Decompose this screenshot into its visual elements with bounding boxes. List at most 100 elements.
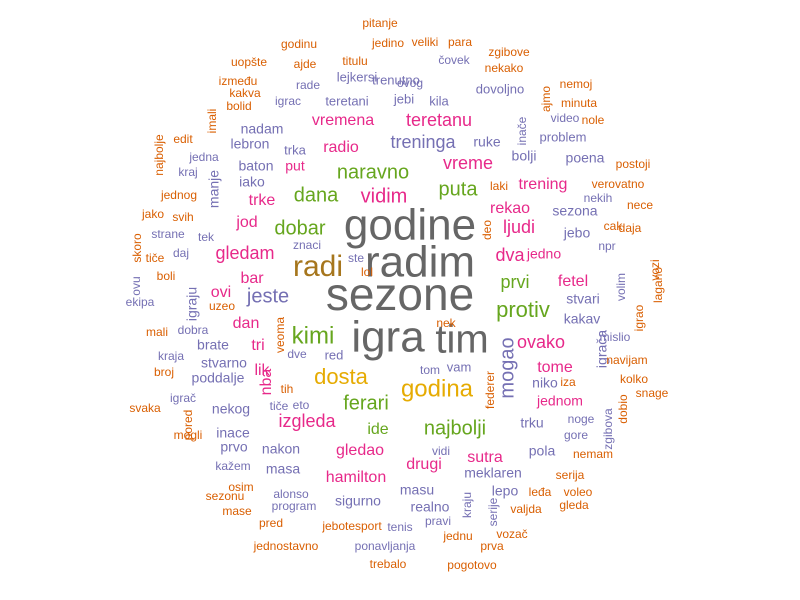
cloud-word: fetel [558, 273, 588, 290]
cloud-word: put [285, 158, 305, 174]
cloud-word: skoro [130, 233, 144, 263]
cloud-word: nekih [584, 191, 613, 205]
cloud-word: cak [604, 219, 624, 233]
cloud-word: igraju [184, 287, 200, 321]
cloud-word: vidim [361, 185, 408, 207]
cloud-word: stvarno [201, 355, 247, 371]
cloud-word: sutra [467, 449, 503, 466]
cloud-word: niko [532, 375, 558, 391]
cloud-word: vam [447, 359, 472, 374]
cloud-word: tim [435, 318, 488, 362]
cloud-word: između [219, 74, 258, 88]
cloud-word: postoji [616, 157, 651, 171]
cloud-word: inače [515, 116, 529, 145]
cloud-word: minuta [561, 96, 597, 110]
cloud-word: zgibova [601, 408, 615, 450]
cloud-word: prvi [500, 272, 529, 292]
cloud-word: protiv [496, 297, 550, 322]
cloud-word: dobar [274, 217, 325, 239]
cloud-word: trku [520, 415, 543, 431]
cloud-word: jebi [393, 91, 414, 106]
cloud-word: godina [401, 375, 474, 402]
cloud-word: gledam [215, 243, 274, 263]
cloud-word: jednostavno [253, 539, 319, 553]
cloud-word: igrača [594, 330, 610, 368]
cloud-word: federer [483, 371, 497, 409]
cloud-word: naravno [337, 161, 409, 183]
cloud-word: mali [146, 325, 168, 339]
cloud-word: poddalje [192, 370, 245, 386]
cloud-word: jeste [246, 285, 289, 307]
cloud-word: ajmo [539, 86, 553, 112]
cloud-word: najbolje [152, 134, 166, 176]
cloud-word: serija [556, 468, 585, 482]
cloud-word: tih [281, 382, 294, 396]
cloud-word: iako [239, 174, 265, 190]
cloud-word: nekako [485, 61, 524, 75]
cloud-word: ruke [473, 134, 500, 150]
cloud-word: kakva [229, 86, 261, 100]
cloud-word: igrač [170, 391, 196, 405]
cloud-word: igrac [275, 94, 301, 108]
cloud-word: treninga [390, 132, 456, 152]
cloud-word: mase [222, 504, 252, 518]
cloud-word: nba [258, 369, 275, 396]
cloud-word: ste [348, 251, 364, 265]
cloud-word: tome [537, 359, 573, 376]
cloud-word: sezone [326, 268, 474, 320]
cloud-word: daja [619, 221, 642, 235]
cloud-word: gleda [559, 498, 589, 512]
cloud-word: sezona [552, 203, 597, 219]
cloud-word: alonso [273, 487, 309, 501]
cloud-word: pred [259, 516, 283, 530]
cloud-word: pravi [425, 514, 451, 528]
cloud-word: hamilton [326, 469, 386, 486]
cloud-word: kraju [460, 492, 474, 518]
cloud-word: dve [287, 347, 307, 361]
cloud-word: dana [294, 184, 339, 206]
cloud-word: bar [240, 270, 264, 287]
cloud-word: vozi [648, 259, 662, 280]
cloud-word: godinu [281, 37, 317, 51]
cloud-word: ovi [211, 284, 231, 301]
cloud-word: igra [351, 313, 425, 362]
cloud-word: jednog [160, 188, 197, 202]
cloud-word: prva [480, 539, 504, 553]
cloud-word: veoma [273, 317, 287, 353]
cloud-word: npr [598, 239, 615, 253]
cloud-word: bolji [512, 148, 537, 164]
cloud-word: lol [361, 265, 373, 279]
cloud-word: kolko [620, 372, 648, 386]
cloud-word: daj [173, 246, 189, 260]
cloud-word: čovek [438, 53, 470, 67]
cloud-word: jod [235, 214, 257, 231]
cloud-word: nek [436, 316, 456, 330]
cloud-word: teretanu [406, 110, 472, 130]
cloud-word: ljudi [503, 217, 535, 237]
cloud-word: tiče [270, 399, 289, 413]
cloud-word: mogao [496, 337, 518, 398]
cloud-word: video [551, 111, 580, 125]
cloud-word: teretani [325, 93, 368, 108]
cloud-word: para [448, 35, 472, 49]
cloud-word: valjda [510, 502, 542, 516]
cloud-word: dovoljno [476, 81, 524, 96]
cloud-word: nemoj [560, 77, 593, 91]
cloud-word: jednom [536, 393, 583, 409]
cloud-word: pola [529, 443, 556, 459]
cloud-word: nole [582, 113, 605, 127]
cloud-word: dosta [314, 364, 369, 389]
cloud-word: osim [228, 480, 253, 494]
cloud-word: leđa [529, 485, 552, 499]
cloud-word: kraja [158, 349, 184, 363]
cloud-word: prvo [220, 439, 247, 455]
cloud-word: trenutno [372, 72, 420, 87]
cloud-word: snage [636, 386, 669, 400]
cloud-word: laki [490, 179, 508, 193]
cloud-word: lepo [492, 483, 519, 499]
cloud-word: drugi [406, 456, 442, 473]
cloud-word: lebron [231, 136, 270, 152]
cloud-word: ovog [397, 76, 423, 90]
cloud-word: radi [293, 250, 343, 283]
